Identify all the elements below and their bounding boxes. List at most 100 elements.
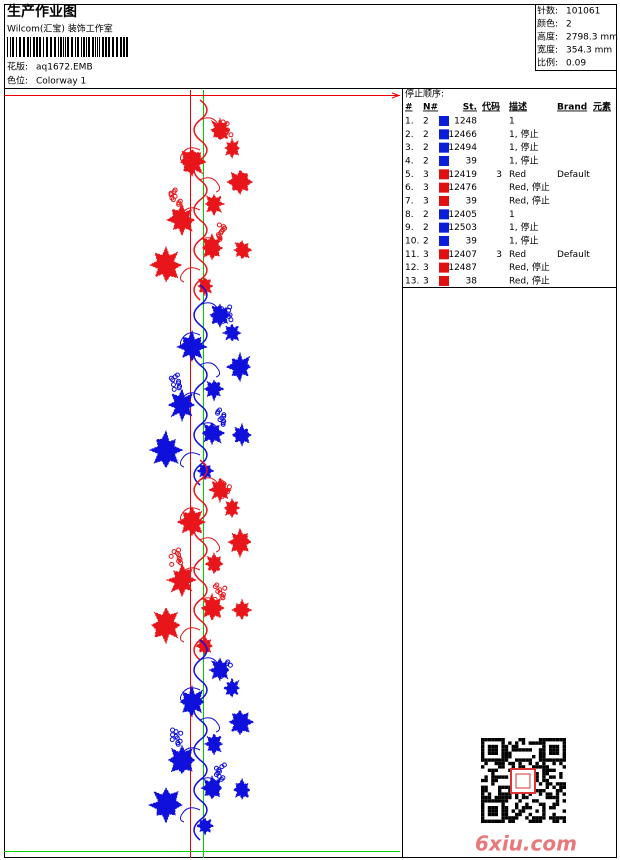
qr-cell [562, 816, 566, 820]
qr-cell [538, 802, 543, 806]
qr-cell [501, 806, 505, 810]
qr-cell [494, 809, 498, 813]
qr-cell [521, 758, 526, 762]
qr-cell [491, 812, 495, 817]
qr-cell [501, 809, 505, 813]
qr-cell [545, 765, 549, 769]
stat-value: 2 [566, 20, 572, 30]
qr-cell [504, 806, 509, 810]
qr-cell [538, 741, 543, 745]
grape [218, 482, 224, 488]
leaf [196, 462, 215, 482]
qr-cell [484, 761, 488, 766]
leaf [224, 137, 240, 159]
leaf [221, 323, 242, 342]
vine [193, 99, 208, 301]
description: 1, 停止 [509, 128, 538, 140]
qr-cell [511, 816, 515, 820]
qr-cell [559, 775, 563, 779]
qr-cell [487, 768, 492, 772]
stitches: 39 [466, 196, 478, 206]
leaf [204, 552, 224, 575]
qr-cell [498, 761, 502, 766]
qr-cell [562, 809, 566, 813]
stat-label: 高度: [537, 31, 558, 43]
qr-cell [562, 782, 566, 786]
qr-cell [481, 809, 485, 813]
qr-cell [535, 765, 539, 769]
qr-cell [559, 785, 563, 789]
qr-cell [525, 795, 529, 800]
grape [168, 192, 174, 198]
qr-cell [491, 751, 495, 755]
qr-cell [521, 741, 526, 745]
qr-cell [542, 789, 546, 793]
tendril [179, 267, 201, 283]
stitches: 38 [466, 276, 478, 286]
qr-cell [481, 744, 485, 749]
qr-cell [508, 792, 512, 796]
qr-cell [555, 819, 560, 823]
qr-cell [552, 806, 556, 810]
qr-cell [535, 775, 539, 779]
stitches: 12494 [448, 143, 477, 153]
qr-cell [504, 816, 509, 820]
qr-cell [481, 789, 485, 793]
title: 生产作业图 [7, 3, 77, 20]
qr-cell [552, 761, 556, 766]
needle: 2 [423, 117, 429, 127]
stitches: 1248 [454, 117, 477, 127]
grape [215, 410, 221, 416]
qr-cell [549, 768, 553, 772]
qr-cell [501, 751, 505, 755]
qr-cell [481, 741, 485, 745]
grape [176, 201, 182, 207]
qr-cell [504, 809, 509, 813]
qr-cell [562, 765, 566, 769]
qr-cell [532, 741, 536, 745]
qr-cell [535, 789, 539, 793]
leaf [167, 744, 196, 774]
qr-cell [481, 812, 485, 817]
barcode-bar [105, 37, 107, 57]
qr-cell [538, 789, 543, 793]
color-swatch [439, 275, 449, 286]
qr-cell [498, 799, 502, 803]
qr-cell [555, 751, 560, 755]
needle: 3 [423, 170, 429, 180]
leaf [203, 732, 224, 756]
qr-cell [481, 751, 485, 755]
qr-cell [518, 809, 522, 813]
color-swatch [439, 222, 449, 233]
needle: 2 [423, 156, 429, 166]
qr-cell [494, 775, 498, 779]
qr-cell [542, 748, 546, 752]
color-swatch [439, 235, 449, 246]
qr-logo-inner [515, 773, 531, 789]
leaf [227, 527, 252, 558]
grape [220, 421, 226, 427]
qr-cell [542, 761, 546, 766]
qr-cell [504, 795, 509, 800]
row-number: 7. [405, 196, 414, 206]
qr-cell [487, 744, 492, 749]
barcode-bar [123, 37, 125, 57]
barcode-bar [112, 37, 114, 57]
leaf [233, 240, 253, 260]
column-header: 元素 [593, 101, 611, 113]
qr-cell [494, 744, 498, 749]
qr-cell [552, 785, 556, 789]
qr-cell [559, 738, 563, 742]
barcode-bar [7, 37, 8, 57]
qr-cell [542, 802, 546, 806]
grape [223, 130, 229, 136]
qr-cell [538, 748, 543, 752]
qr-cell [511, 809, 515, 813]
qr-cell [504, 758, 509, 762]
needle: 2 [423, 143, 429, 153]
description: 1, 停止 [509, 141, 538, 153]
qr-cell [508, 768, 512, 772]
qr-cell [525, 806, 529, 810]
qr-cell [538, 816, 543, 820]
stitches: 12419 [448, 170, 477, 180]
